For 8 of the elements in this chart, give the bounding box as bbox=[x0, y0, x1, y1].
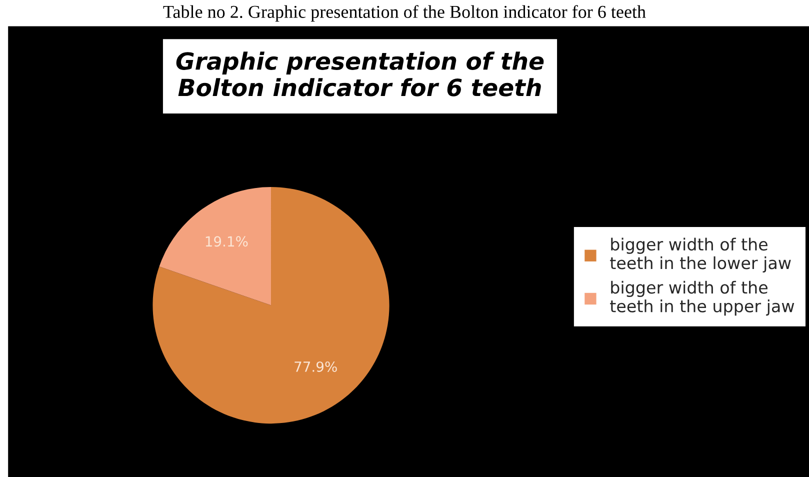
data-label: 19.1% bbox=[206, 236, 248, 247]
data-label: 77.9% bbox=[294, 361, 337, 372]
legend-label: bigger width of the teeth in the upper jaw bbox=[610, 280, 794, 316]
pie-slice bbox=[159, 186, 272, 306]
text: Table no 2. Graphic presentation of the Bolton indicator for 6 teeth bbox=[163, 5, 646, 22]
pie-slice bbox=[152, 186, 390, 424]
legend-label: bigger width of the teeth in the lower jaw bbox=[610, 238, 791, 272]
chart-title: Graphic presentation of the Bolton indicator for 6 teeth bbox=[176, 52, 544, 96]
